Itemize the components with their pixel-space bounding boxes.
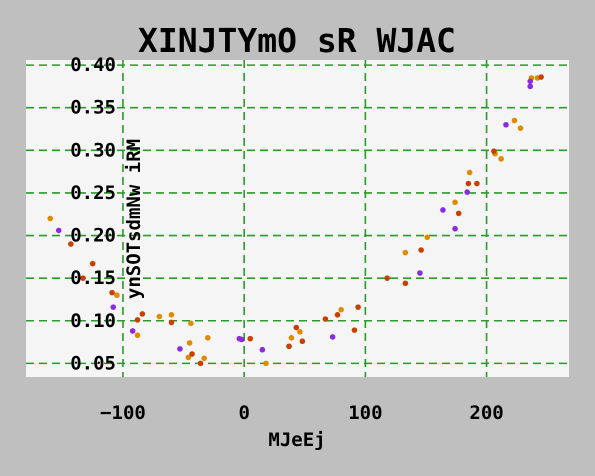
data-point xyxy=(402,280,409,287)
data-point xyxy=(201,355,207,362)
data-point xyxy=(384,275,390,281)
x-tick-labels: −100 0 100 200 xyxy=(100,402,504,424)
data-point xyxy=(129,328,136,334)
data-point xyxy=(355,304,361,310)
data-point xyxy=(466,169,473,176)
data-points xyxy=(47,74,544,367)
data-point xyxy=(263,360,269,367)
data-point xyxy=(474,180,480,187)
x-tick-label: 100 xyxy=(348,402,382,424)
data-point xyxy=(351,327,358,333)
data-point xyxy=(134,332,141,339)
data-point xyxy=(110,304,117,310)
data-point xyxy=(47,215,54,222)
data-point xyxy=(334,311,341,318)
data-point xyxy=(80,275,86,281)
data-point xyxy=(185,354,192,361)
data-point xyxy=(464,189,470,195)
chart-title: XINJTYmO sR WJAC xyxy=(138,21,456,60)
data-point xyxy=(238,336,245,343)
data-point xyxy=(188,320,194,327)
data-point xyxy=(440,207,446,213)
data-point xyxy=(89,260,96,267)
data-point xyxy=(538,74,544,80)
data-point xyxy=(338,306,344,313)
data-point xyxy=(465,180,472,187)
data-point xyxy=(417,270,423,276)
data-point xyxy=(205,335,211,341)
data-point xyxy=(139,311,146,317)
data-point xyxy=(114,292,120,298)
data-point xyxy=(168,319,175,326)
y-axis-label: ynSOTsdmNw iRM xyxy=(123,139,145,299)
data-point xyxy=(424,234,430,241)
data-point xyxy=(452,199,458,206)
x-axis-label: MJeEj xyxy=(268,429,325,451)
y-tick-label: 0.20 xyxy=(70,225,116,247)
data-point xyxy=(498,156,504,162)
data-point xyxy=(156,313,163,320)
data-point xyxy=(455,210,462,217)
data-point xyxy=(322,316,329,322)
data-point xyxy=(297,329,303,335)
data-point xyxy=(109,289,115,296)
y-tick-label: 0.05 xyxy=(70,352,116,374)
y-tick-label: 0.40 xyxy=(70,54,116,76)
data-point xyxy=(168,311,175,318)
data-point xyxy=(511,117,518,124)
data-point xyxy=(527,83,534,90)
data-point xyxy=(299,338,306,345)
data-point xyxy=(286,343,292,350)
data-point xyxy=(452,225,458,232)
plot-area xyxy=(26,60,569,377)
data-point xyxy=(189,351,195,357)
data-point xyxy=(491,148,497,154)
data-point xyxy=(288,335,295,341)
data-point xyxy=(503,121,509,128)
data-point xyxy=(402,249,409,256)
x-tick-label: −100 xyxy=(100,402,146,424)
data-point xyxy=(418,247,424,253)
data-point xyxy=(527,78,534,85)
data-point xyxy=(68,241,74,247)
data-point xyxy=(517,125,524,131)
data-point xyxy=(177,346,183,352)
x-tick-label: 200 xyxy=(469,402,503,424)
x-tick-label: 0 xyxy=(238,402,249,424)
y-tick-labels: 0.05 0.10 0.15 0.20 0.25 0.30 0.35 0.40 xyxy=(70,54,116,374)
data-point xyxy=(329,334,336,340)
y-tick-label: 0.25 xyxy=(70,182,116,204)
data-point xyxy=(293,324,300,331)
data-point xyxy=(134,317,141,323)
data-point xyxy=(259,346,266,353)
data-point xyxy=(197,360,204,367)
y-tick-label: 0.30 xyxy=(70,139,116,161)
y-tick-label: 0.35 xyxy=(70,97,116,119)
data-point xyxy=(186,340,193,346)
grid-lines xyxy=(26,60,569,377)
y-tick-label: 0.10 xyxy=(70,310,116,332)
y-tick-label: 0.15 xyxy=(70,267,116,289)
data-point xyxy=(55,227,62,234)
data-point xyxy=(247,335,254,342)
